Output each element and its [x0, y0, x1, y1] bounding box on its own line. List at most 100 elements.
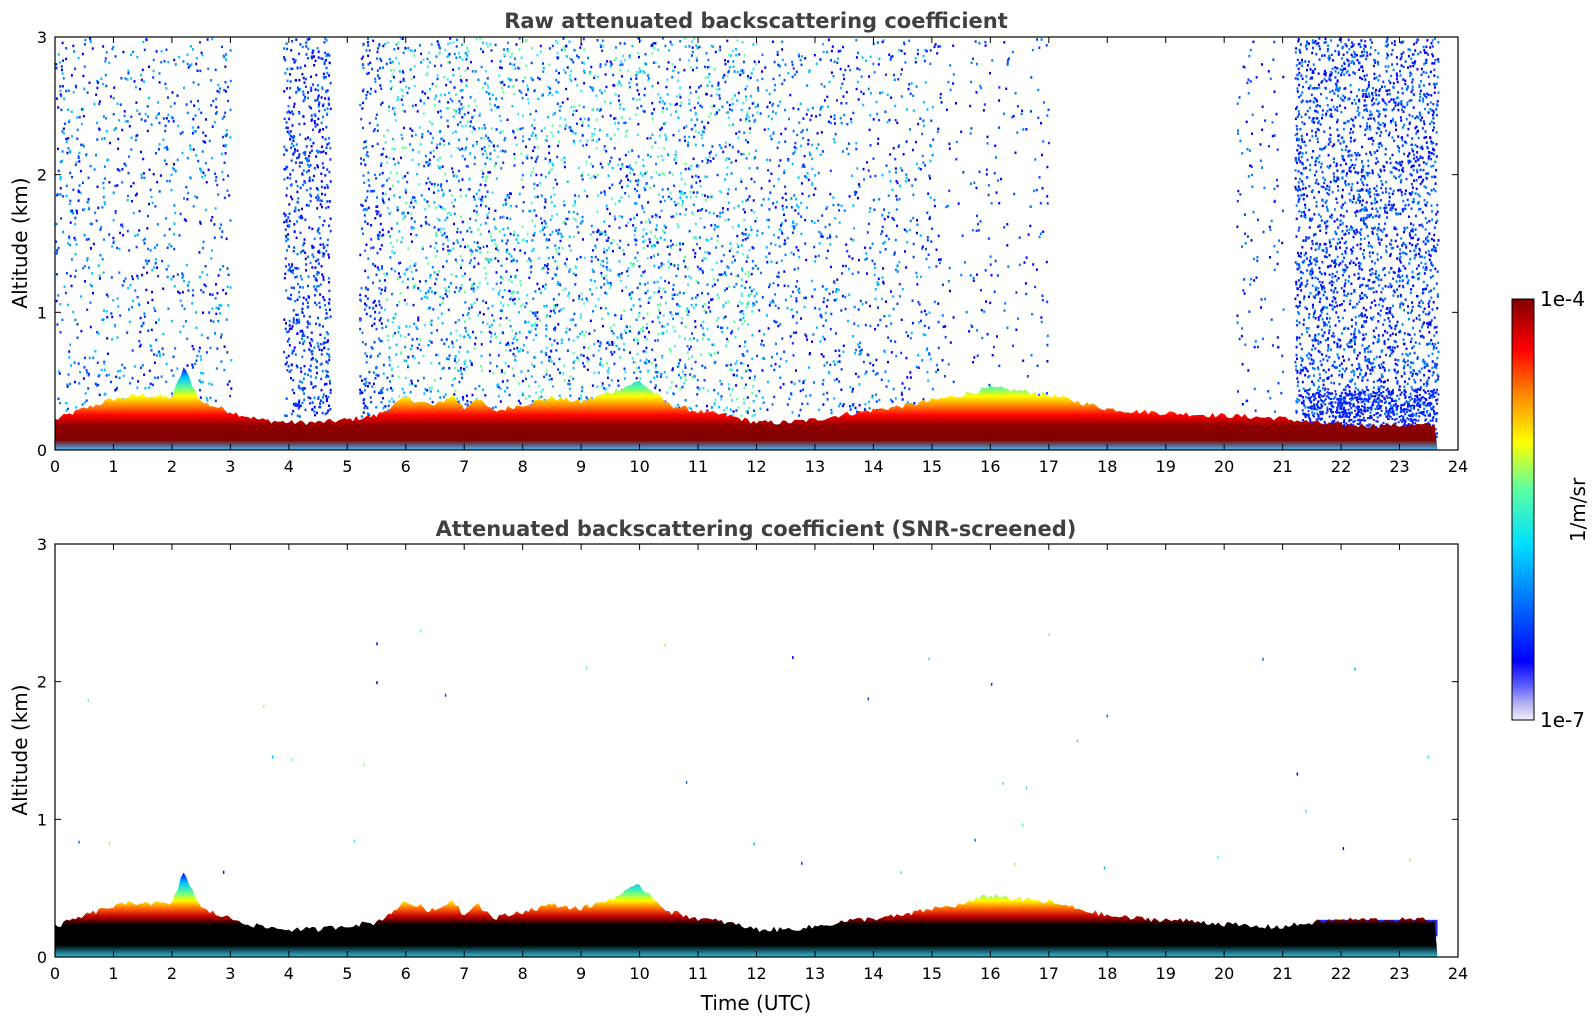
- noise-pixel: [419, 338, 422, 341]
- noise-pixel: [478, 114, 481, 117]
- noise-pixel: [742, 354, 745, 357]
- noise-pixel: [755, 216, 758, 220]
- noise-pixel: [80, 295, 83, 298]
- noise-pixel: [214, 68, 217, 72]
- noise-pixel: [533, 89, 535, 93]
- noise-pixel: [466, 313, 469, 317]
- noise-pixel: [742, 208, 745, 211]
- noise-pixel: [703, 379, 706, 382]
- noise-pixel: [492, 144, 495, 147]
- noise-pixel: [392, 316, 395, 320]
- noise-pixel: [440, 116, 443, 119]
- noise-pixel: [742, 397, 745, 401]
- noise-pixel: [82, 267, 85, 270]
- noise-pixel: [301, 329, 304, 333]
- noise-pixel: [461, 259, 464, 262]
- noise-pixel: [286, 176, 289, 180]
- noise-pixel: [375, 373, 378, 377]
- noise-pixel: [576, 335, 579, 339]
- noise-pixel: [461, 96, 464, 99]
- noise-pixel: [751, 102, 754, 105]
- noise-pixel: [475, 192, 478, 195]
- noise-pixel: [526, 98, 529, 101]
- noise-pixel: [726, 265, 729, 268]
- noise-pixel: [512, 63, 515, 67]
- noise-pixel: [504, 198, 507, 201]
- noise-pixel: [635, 71, 638, 74]
- noise-pixel: [59, 85, 62, 88]
- noise-pixel: [490, 141, 493, 144]
- noise-pixel: [367, 276, 370, 279]
- noise-pixel: [100, 137, 103, 141]
- noise-pixel: [78, 184, 81, 187]
- noise-pixel: [490, 108, 493, 112]
- noise-pixel: [308, 341, 311, 345]
- noise-pixel: [191, 302, 194, 305]
- noise-pixel: [438, 362, 441, 365]
- noise-pixel: [376, 129, 379, 132]
- noise-pixel: [514, 67, 517, 70]
- noise-pixel: [554, 328, 557, 332]
- noise-pixel: [200, 333, 203, 337]
- noise-pixel: [451, 384, 454, 387]
- noise-pixel: [206, 336, 209, 340]
- noise-pixel: [740, 108, 743, 112]
- noise-pixel: [292, 409, 295, 413]
- noise-pixel: [373, 322, 376, 325]
- noise-pixel: [726, 75, 729, 78]
- noise-pixel: [307, 284, 309, 288]
- noise-pixel: [622, 121, 625, 125]
- noise-pixel: [484, 149, 487, 153]
- noise-pixel: [720, 191, 723, 194]
- noise-pixel: [311, 246, 314, 249]
- noise-pixel: [691, 332, 694, 335]
- noise-pixel: [405, 302, 408, 306]
- noise-pixel: [401, 146, 404, 149]
- noise-pixel: [428, 180, 431, 184]
- noise-pixel: [745, 187, 748, 190]
- noise-pixel: [490, 59, 493, 63]
- noise-pixel: [427, 65, 429, 68]
- noise-pixel: [433, 104, 436, 107]
- noise-pixel: [214, 121, 217, 124]
- noise-pixel: [692, 212, 695, 216]
- noise-pixel: [311, 408, 314, 411]
- noise-pixel: [55, 97, 58, 100]
- noise-pixel: [468, 261, 471, 265]
- noise-pixel: [669, 262, 672, 266]
- noise-pixel: [453, 290, 456, 294]
- noise-pixel: [89, 325, 92, 329]
- noise-pixel: [614, 93, 617, 96]
- noise-pixel: [617, 163, 620, 167]
- noise-pixel: [206, 399, 209, 402]
- noise-pixel: [710, 195, 713, 198]
- noise-pixel: [287, 110, 290, 113]
- noise-pixel: [310, 358, 313, 361]
- noise-pixel: [382, 397, 385, 400]
- noise-pixel: [426, 161, 429, 164]
- noise-pixel: [660, 209, 663, 212]
- noise-pixel: [489, 42, 492, 46]
- noise-pixel: [369, 396, 372, 399]
- noise-pixel: [550, 350, 553, 353]
- noise-pixel: [512, 298, 514, 302]
- noise-pixel: [325, 360, 328, 363]
- noise-pixel: [726, 39, 729, 43]
- noise-pixel: [454, 355, 457, 358]
- noise-pixel: [318, 109, 321, 113]
- noise-pixel: [421, 245, 424, 249]
- noise-pixel: [212, 99, 215, 103]
- noise-pixel: [535, 173, 538, 177]
- noise-pixel: [289, 67, 292, 71]
- noise-pixel: [426, 57, 429, 61]
- noise-pixel: [317, 84, 319, 87]
- noise-pixel: [696, 118, 699, 121]
- noise-pixel: [115, 386, 118, 390]
- noise-pixel: [223, 115, 226, 118]
- noise-pixel: [101, 258, 104, 261]
- noise-pixel: [314, 278, 317, 281]
- noise-pixel: [719, 379, 722, 383]
- noise-pixel: [729, 393, 732, 397]
- noise-pixel: [502, 161, 505, 164]
- noise-pixel: [306, 159, 309, 163]
